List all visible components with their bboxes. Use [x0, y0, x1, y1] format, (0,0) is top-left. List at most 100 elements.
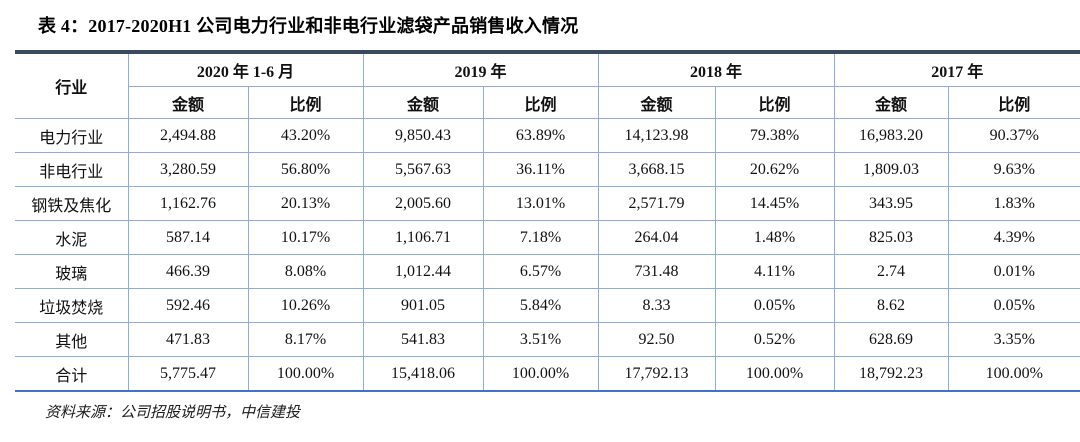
ratio-cell: 43.20% — [247, 118, 364, 153]
amount-cell: 14,123.98 — [597, 118, 716, 153]
table-row: 垃圾焚烧 592.46 10.26% 901.05 5.84% 8.33 0.05% 8.62… — [15, 288, 1080, 323]
industry-cell: 钢铁及焦化 — [15, 186, 129, 221]
header-period-2019: 2019 年 — [362, 51, 599, 87]
ratio-cell: 8.08% — [247, 254, 364, 289]
header-ratio-2019: 比例 — [482, 86, 599, 119]
amount-cell: 1,809.03 — [833, 152, 949, 187]
industry-cell: 非电行业 — [15, 152, 129, 187]
amount-cell: 264.04 — [597, 220, 716, 255]
industry-cell: 其他 — [15, 322, 129, 357]
header-ratio-2018: 比例 — [714, 86, 835, 119]
amount-cell: 3,280.59 — [127, 152, 249, 187]
ratio-cell: 4.39% — [947, 220, 1080, 255]
header-row-periods: 行业 2020 年 1-6 月 2019 年 2018 年 2017 年 — [15, 51, 1080, 119]
amount-cell: 825.03 — [833, 220, 949, 255]
amount-cell: 1,106.71 — [362, 220, 484, 255]
header-ratio-2017: 比例 — [947, 86, 1080, 119]
table-row: 钢铁及焦化 1,162.76 20.13% 2,005.60 13.01% 2,571.7… — [15, 186, 1080, 221]
header-amount-2017: 金额 — [833, 86, 949, 119]
table-row: 合计 5,775.47 100.00% 15,418.06 100.00% 17,792.… — [15, 356, 1080, 392]
amount-cell: 471.83 — [127, 322, 249, 357]
header-amount-2019: 金额 — [362, 86, 484, 119]
ratio-cell: 10.17% — [247, 220, 364, 255]
report-table-block: 表 4：2017-2020H1 公司电力行业和非电行业滤袋产品销售收入情况 行业… — [15, 16, 1080, 421]
amount-cell: 901.05 — [362, 288, 484, 323]
amount-cell: 16,983.20 — [833, 118, 949, 153]
header-amount-2018: 金额 — [597, 86, 716, 119]
ratio-cell: 1.48% — [714, 220, 835, 255]
sales-revenue-table: 行业 2020 年 1-6 月 2019 年 2018 年 2017 年 金额 … — [15, 50, 1080, 392]
ratio-cell: 4.11% — [714, 254, 835, 289]
ratio-cell: 36.11% — [482, 152, 599, 187]
ratio-cell: 13.01% — [482, 186, 599, 221]
amount-cell: 541.83 — [362, 322, 484, 357]
amount-cell: 1,012.44 — [362, 254, 484, 289]
table-row: 玻璃 466.39 8.08% 1,012.44 6.57% 731.48 4.11% 2.7… — [15, 254, 1080, 289]
ratio-cell: 100.00% — [482, 356, 599, 392]
ratio-cell: 56.80% — [247, 152, 364, 187]
amount-cell: 587.14 — [127, 220, 249, 255]
ratio-cell: 10.26% — [247, 288, 364, 323]
amount-cell: 2,494.88 — [127, 118, 249, 153]
industry-cell: 玻璃 — [15, 254, 129, 289]
industry-cell: 电力行业 — [15, 118, 129, 153]
ratio-cell: 0.52% — [714, 322, 835, 357]
industry-cell: 合计 — [15, 356, 129, 392]
amount-cell: 9,850.43 — [362, 118, 484, 153]
amount-cell: 8.62 — [833, 288, 949, 323]
ratio-cell: 3.51% — [482, 322, 599, 357]
amount-cell: 2.74 — [833, 254, 949, 289]
ratio-cell: 0.05% — [947, 288, 1080, 323]
amount-cell: 92.50 — [597, 322, 716, 357]
ratio-cell: 14.45% — [714, 186, 835, 221]
ratio-cell: 90.37% — [947, 118, 1080, 153]
amount-cell: 2,571.79 — [597, 186, 716, 221]
ratio-cell: 1.83% — [947, 186, 1080, 221]
amount-cell: 592.46 — [127, 288, 249, 323]
table-body: 电力行业 2,494.88 43.20% 9,850.43 63.89% 14,123.9… — [15, 118, 1080, 392]
header-period-2020h1: 2020 年 1-6 月 — [127, 51, 364, 87]
ratio-cell: 100.00% — [714, 356, 835, 392]
table-header: 行业 2020 年 1-6 月 2019 年 2018 年 2017 年 金额 … — [15, 51, 1080, 119]
ratio-cell: 0.01% — [947, 254, 1080, 289]
ratio-cell: 20.13% — [247, 186, 364, 221]
ratio-cell: 7.18% — [482, 220, 599, 255]
header-period-2018: 2018 年 — [597, 51, 835, 87]
ratio-cell: 6.57% — [482, 254, 599, 289]
ratio-cell: 0.05% — [714, 288, 835, 323]
ratio-cell: 63.89% — [482, 118, 599, 153]
header-ratio-2020h1: 比例 — [247, 86, 364, 119]
table-row: 电力行业 2,494.88 43.20% 9,850.43 63.89% 14,123.9… — [15, 118, 1080, 153]
ratio-cell: 79.38% — [714, 118, 835, 153]
amount-cell: 8.33 — [597, 288, 716, 323]
ratio-cell: 100.00% — [947, 356, 1080, 392]
header-industry: 行业 — [15, 51, 129, 119]
ratio-cell: 100.00% — [247, 356, 364, 392]
ratio-cell: 20.62% — [714, 152, 835, 187]
amount-cell: 5,567.63 — [362, 152, 484, 187]
amount-cell: 343.95 — [833, 186, 949, 221]
ratio-cell: 9.63% — [947, 152, 1080, 187]
header-period-2017: 2017 年 — [833, 51, 1080, 87]
table-row: 非电行业 3,280.59 56.80% 5,567.63 36.11% 3,668.15… — [15, 152, 1080, 187]
amount-cell: 466.39 — [127, 254, 249, 289]
amount-cell: 731.48 — [597, 254, 716, 289]
table-row: 水泥 587.14 10.17% 1,106.71 7.18% 264.04 1.48% 82… — [15, 220, 1080, 255]
amount-cell: 15,418.06 — [362, 356, 484, 392]
amount-cell: 5,775.47 — [127, 356, 249, 392]
amount-cell: 628.69 — [833, 322, 949, 357]
amount-cell: 3,668.15 — [597, 152, 716, 187]
industry-cell: 水泥 — [15, 220, 129, 255]
header-amount-2020h1: 金额 — [128, 86, 249, 119]
amount-cell: 1,162.76 — [127, 186, 249, 221]
ratio-cell: 3.35% — [947, 322, 1080, 357]
amount-cell: 17,792.13 — [597, 356, 716, 392]
industry-cell: 垃圾焚烧 — [15, 288, 129, 323]
source-note: 资料来源：公司招股说明书，中信建投 — [45, 405, 301, 421]
table-title: 表 4：2017-2020H1 公司电力行业和非电行业滤袋产品销售收入情况 — [38, 16, 579, 36]
header-row-measures: 金额 比例 金额 比例 金额 比例 金额 比例 — [15, 86, 1080, 119]
ratio-cell: 5.84% — [482, 288, 599, 323]
amount-cell: 18,792.23 — [833, 356, 949, 392]
ratio-cell: 8.17% — [247, 322, 364, 357]
table-row: 其他 471.83 8.17% 541.83 3.51% 92.50 0.52% 628.69… — [15, 322, 1080, 357]
